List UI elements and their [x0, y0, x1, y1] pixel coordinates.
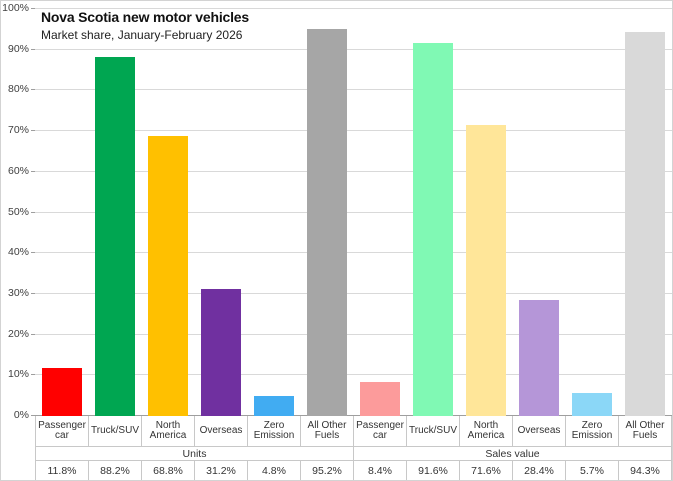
bar-units-zero-emission — [253, 396, 294, 416]
gridline — [35, 374, 672, 376]
category-label: Overseas — [195, 416, 248, 446]
y-tick-label: 50% — [7, 205, 29, 218]
category-label: Zero Emission — [248, 416, 301, 446]
bar-units-passenger-car — [41, 367, 82, 416]
bar-units-overseas — [200, 289, 241, 416]
y-tick-mark — [31, 130, 35, 132]
gridline — [35, 48, 672, 50]
bar-sales-value-north-america — [466, 124, 507, 416]
y-tick-mark — [31, 8, 35, 9]
bar-column — [247, 9, 300, 416]
value-label: 28.4% — [513, 461, 566, 480]
y-tick-label: 70% — [7, 124, 29, 137]
y-tick-mark — [31, 333, 35, 335]
gridline — [35, 130, 672, 132]
bar-column — [460, 9, 513, 416]
category-label: North America — [460, 416, 513, 446]
value-label: 88.2% — [89, 461, 142, 480]
bar-sales-value-overseas — [519, 300, 560, 416]
y-tick-mark — [31, 292, 35, 294]
bar-column — [300, 9, 353, 416]
chart-subtitle: Market share, January-February 2026 — [41, 28, 243, 42]
plot-area — [35, 8, 672, 416]
y-tick-label: 20% — [7, 327, 29, 340]
y-tick-label: 60% — [7, 164, 29, 177]
category-table: Passenger car Truck/SUV North America Overs… — [35, 416, 672, 480]
gridline — [35, 333, 672, 335]
bar-sales-value-zero-emission — [572, 392, 613, 416]
bars-container — [35, 9, 672, 416]
category-label: North America — [142, 416, 195, 446]
bar-column — [35, 9, 88, 416]
y-tick-mark — [31, 211, 35, 213]
y-tick-label: 40% — [7, 246, 29, 259]
bar-sales-value-truck-suv — [413, 43, 454, 416]
y-tick-label: 10% — [7, 368, 29, 381]
bar-column — [88, 9, 141, 416]
gridline — [35, 8, 672, 9]
bar-column — [566, 9, 619, 416]
category-label: Truck/SUV — [89, 416, 142, 446]
category-label: Truck/SUV — [407, 416, 460, 446]
y-tick-mark — [31, 89, 35, 91]
y-axis: 0% 10% 20% 30% 40% 50% 60% 70% 80% 90% 100% — [1, 2, 35, 421]
bar-column — [513, 9, 566, 416]
gridline — [35, 211, 672, 213]
value-label: 95.2% — [301, 461, 354, 480]
y-tick-label: 30% — [7, 286, 29, 299]
y-tick-mark — [31, 48, 35, 50]
value-label: 94.3% — [619, 461, 672, 480]
y-tick-mark — [31, 252, 35, 254]
value-label-row: 11.8% 88.2% 68.8% 31.2% 4.8% 95.2% 8.4% 91.6% 71… — [35, 461, 672, 480]
group-label: Sales value — [354, 447, 672, 460]
value-label: 8.4% — [354, 461, 407, 480]
gridline — [35, 252, 672, 254]
value-label: 91.6% — [407, 461, 460, 480]
y-tick-label: 90% — [7, 42, 29, 55]
category-label: Zero Emission — [566, 416, 619, 446]
chart-title: Nova Scotia new motor vehicles — [41, 9, 249, 25]
value-label: 68.8% — [142, 461, 195, 480]
x-axis-line — [35, 415, 672, 416]
value-label: 4.8% — [248, 461, 301, 480]
value-label: 11.8% — [35, 461, 89, 480]
chart-titles: Nova Scotia new motor vehicles Market sh… — [41, 9, 249, 42]
y-tick-mark — [31, 415, 35, 416]
bar-sales-value-all-other-fuels — [625, 32, 666, 416]
y-tick-label: 0% — [13, 409, 29, 421]
y-tick-mark — [31, 374, 35, 376]
category-label: Passenger car — [354, 416, 407, 446]
value-label: 71.6% — [460, 461, 513, 480]
bar-units-truck-suv — [94, 57, 135, 416]
bar-units-north-america — [147, 135, 188, 416]
value-label: 31.2% — [195, 461, 248, 480]
gridline — [35, 292, 672, 294]
bar-units-all-other-fuels — [306, 28, 347, 416]
bar-column — [407, 9, 460, 416]
category-label-row: Passenger car Truck/SUV North America Overs… — [35, 416, 672, 447]
group-label-row: Units Sales value — [35, 447, 672, 461]
y-tick-label: 80% — [7, 83, 29, 96]
category-label: Passenger car — [35, 416, 89, 446]
bar-column — [194, 9, 247, 416]
bar-column — [141, 9, 194, 416]
bar-column — [353, 9, 406, 416]
bar-column — [619, 9, 672, 416]
category-label: All Other Fuels — [301, 416, 354, 446]
category-label: All Other Fuels — [619, 416, 672, 446]
gridline — [35, 170, 672, 172]
y-tick-label: 100% — [2, 2, 29, 14]
category-label: Overseas — [513, 416, 566, 446]
y-tick-mark — [31, 170, 35, 172]
value-label: 5.7% — [566, 461, 619, 480]
gridline — [35, 89, 672, 91]
group-label: Units — [35, 447, 354, 460]
bar-sales-value-passenger-car — [360, 381, 400, 416]
